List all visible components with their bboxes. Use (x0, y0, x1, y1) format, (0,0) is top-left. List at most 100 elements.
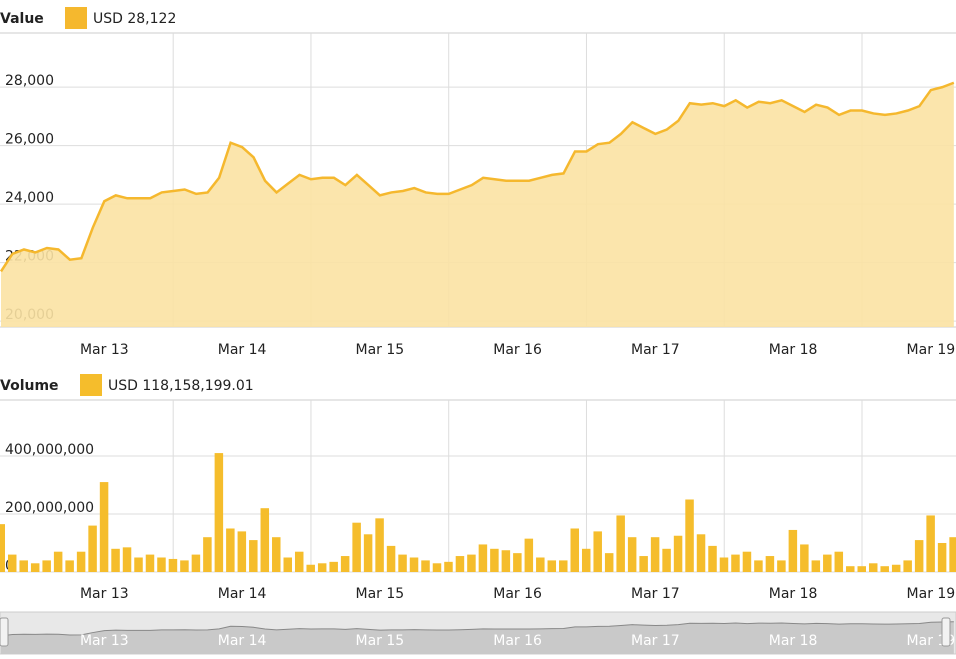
panel-title: Volume (0, 378, 59, 394)
x-tick-label: Mar 18 (769, 342, 818, 358)
bar (260, 508, 270, 572)
bar (122, 547, 132, 572)
bar (111, 548, 120, 572)
x-tick-label: Mar 14 (218, 342, 267, 358)
bar (559, 560, 568, 572)
navigator-handle (0, 617, 9, 647)
bar (145, 554, 155, 572)
bar (639, 556, 648, 572)
bar (891, 564, 901, 572)
bar (30, 563, 40, 572)
bar (157, 557, 166, 572)
bar (168, 558, 178, 572)
bar (272, 537, 281, 572)
bar (673, 535, 683, 572)
bar (742, 551, 752, 572)
bar (662, 548, 671, 572)
x-tick-label: Mar 18 (769, 586, 818, 602)
bar (949, 537, 956, 572)
bar (490, 548, 499, 572)
bar (868, 563, 878, 572)
bar (65, 560, 74, 572)
bar (685, 499, 694, 572)
bar (501, 550, 511, 572)
bar (294, 551, 304, 572)
bar (317, 563, 327, 572)
y-tick-label: 200,000,000 (5, 500, 94, 516)
navigator-label: Mar 15 (355, 633, 404, 649)
bar (627, 537, 637, 572)
navigator-label: Mar 16 (493, 633, 542, 649)
x-tick-label: Mar 15 (355, 586, 404, 602)
x-tick-label: Mar 14 (218, 586, 267, 602)
bar (536, 557, 545, 572)
bar (249, 540, 258, 572)
bar (76, 551, 86, 572)
bar (409, 557, 419, 572)
bar (306, 564, 315, 572)
line (0, 81, 955, 273)
panel-title: Value (0, 11, 44, 27)
bar (340, 556, 350, 572)
bar (237, 531, 247, 572)
bar (99, 482, 109, 572)
navigator-label: Mar 17 (631, 633, 680, 649)
legend-label: USD 118,158,199.01 (108, 378, 254, 394)
legend-swatch (80, 374, 102, 396)
x-tick-label: Mar 16 (493, 342, 542, 358)
bar (19, 560, 28, 572)
bar (604, 553, 614, 572)
bar (214, 453, 224, 572)
x-tick-label: Mar 19 (907, 342, 956, 358)
x-tick-label: Mar 19 (907, 586, 956, 602)
bar (696, 534, 706, 572)
navigator-handle (941, 617, 951, 647)
bar (800, 544, 809, 572)
bar (7, 554, 17, 572)
bar (765, 556, 775, 572)
x-tick-label: Mar 16 (493, 586, 542, 602)
bar (788, 529, 798, 572)
navigator-label: Mar 18 (769, 633, 818, 649)
bar (708, 545, 717, 572)
bar (731, 554, 740, 572)
navigator-label: Mar 13 (80, 633, 129, 649)
x-tick-label: Mar 17 (631, 586, 680, 602)
bar (191, 554, 201, 572)
navigator-label: Mar 14 (218, 633, 267, 649)
bar (754, 560, 763, 572)
bar (903, 560, 912, 572)
bar (467, 554, 476, 572)
bar (616, 515, 625, 572)
bar (398, 554, 407, 572)
bar (0, 524, 5, 572)
bar (134, 557, 143, 572)
bar (375, 518, 384, 572)
x-tick-label: Mar 17 (631, 342, 680, 358)
bar (42, 560, 51, 572)
bar (478, 544, 488, 572)
y-tick-label: 28,000 (5, 73, 54, 89)
bar (857, 566, 866, 572)
bar (180, 560, 189, 572)
navigator-line (0, 621, 954, 637)
bar (811, 560, 821, 572)
bar (363, 534, 373, 572)
bar (88, 525, 97, 572)
x-tick-label: Mar 13 (80, 586, 129, 602)
bar (283, 557, 292, 572)
bar (926, 515, 935, 572)
bar (329, 561, 338, 572)
legend-label: USD 28,122 (93, 11, 176, 27)
bar (650, 537, 660, 572)
legend-swatch (65, 7, 87, 29)
bar (880, 566, 889, 572)
bar (352, 522, 361, 572)
bar (914, 540, 924, 572)
bar (581, 548, 591, 572)
navigator-area (1, 621, 954, 654)
bar (53, 551, 63, 572)
bar (823, 554, 832, 572)
bar (570, 528, 579, 572)
